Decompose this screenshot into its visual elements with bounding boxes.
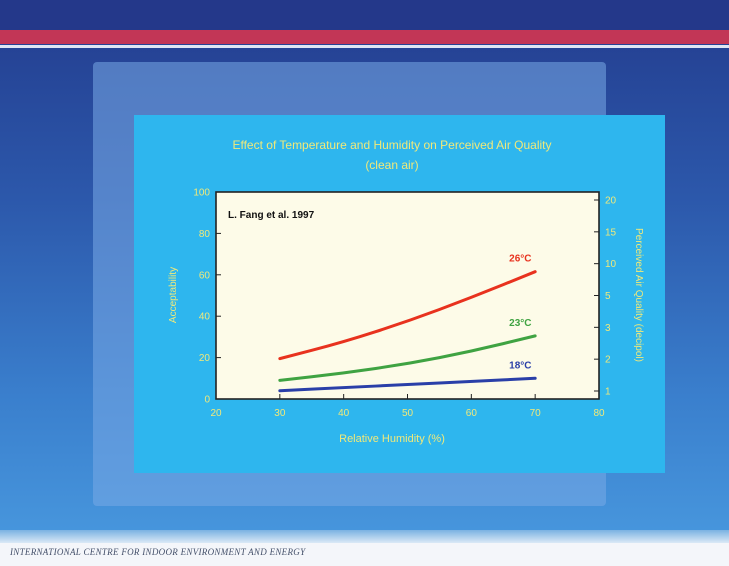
series-line-26C [278,270,537,361]
y-tick-label: 80 [199,229,211,240]
chart-subtitle: (clean air) [365,158,418,172]
annotation: L. Fang et al. 1997 [228,210,315,221]
y-tick-label: 20 [199,353,211,364]
plot-area [215,191,600,400]
footer: INTERNATIONAL CENTRE FOR INDOOR ENVIRONM… [0,543,729,566]
y-tick-label: 40 [199,312,211,323]
y2-tick-label: 3 [605,323,611,334]
y-tick-label: 100 [193,188,210,199]
x-tick-label: 50 [402,408,414,419]
white-stripe [0,45,729,48]
footer-band [0,530,729,543]
series-label: 18°C [509,360,531,371]
y2-tick-label: 15 [605,227,617,238]
x-tick-label: 60 [466,408,478,419]
red-stripe [0,30,729,44]
y-tick-label: 0 [204,395,210,406]
y-tick-label: 60 [199,270,211,281]
footer-text: INTERNATIONAL CENTRE FOR INDOOR ENVIRONM… [10,547,306,557]
chart-title: Effect of Temperature and Humidity on Pe… [232,138,551,152]
x-axis-label: Relative Humidity (%) [339,433,445,445]
y2-tick-label: 2 [605,355,611,366]
y2-tick-label: 1 [605,387,611,398]
x-tick-label: 20 [210,408,222,419]
x-tick-label: 40 [338,408,350,419]
series-label: 26°C [509,254,531,265]
y2-tick-label: 20 [605,196,617,207]
chart-panel: Effect of Temperature and Humidity on Pe… [134,115,665,473]
chart: Effect of Temperature and Humidity on Pe… [168,138,644,445]
series-label: 23°C [509,318,531,329]
x-tick-label: 70 [530,408,542,419]
y2-tick-label: 10 [605,259,617,270]
x-tick-label: 80 [593,408,605,419]
series-line-18C [278,376,537,393]
y2-axis-label: Perceived Air Quality (decipol) [633,228,644,362]
y-axis-label: Acceptability [168,267,179,323]
series-line-23C [278,334,537,382]
y2-tick-label: 5 [605,291,611,302]
x-tick-label: 30 [274,408,286,419]
top-band [0,0,729,30]
